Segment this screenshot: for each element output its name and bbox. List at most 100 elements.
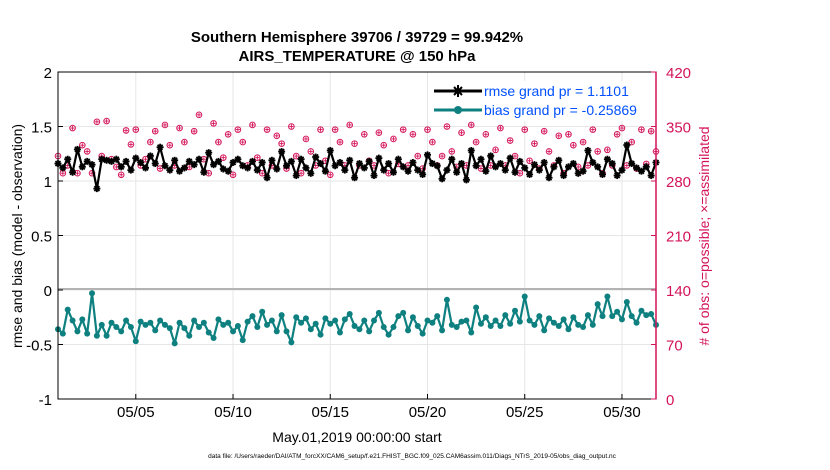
bias-point — [356, 326, 363, 333]
bias-point — [366, 328, 373, 335]
right-tick-label: 210 — [666, 229, 691, 246]
bias-point — [93, 332, 100, 339]
rmse-point — [637, 167, 645, 175]
obs-count-point — [526, 157, 533, 165]
obs-count-point — [360, 130, 368, 138]
obs-count-point — [307, 148, 315, 155]
bias-point — [59, 330, 66, 337]
rmse-point — [229, 158, 237, 166]
bias-point — [429, 319, 436, 326]
obs-count-point — [147, 138, 154, 146]
left-tick-label: 2 — [44, 65, 52, 82]
rmse-point — [224, 167, 232, 175]
bias-point — [161, 321, 168, 328]
obs-count-point — [570, 141, 577, 149]
rmse-point — [166, 166, 174, 174]
bias-point — [395, 313, 402, 320]
rmse-point — [448, 155, 456, 163]
x-tick-label: 05/10 — [214, 404, 252, 421]
bias-point — [273, 328, 280, 335]
rmse-point — [142, 164, 150, 172]
rmse-point — [642, 163, 650, 171]
bias-point — [550, 319, 557, 326]
bias-point — [103, 332, 110, 339]
bias-point — [565, 326, 572, 333]
rmse-point — [404, 167, 412, 175]
bias-point — [390, 324, 397, 331]
bias-point — [239, 337, 246, 344]
bias-point — [98, 321, 105, 328]
rmse-point — [127, 166, 135, 174]
bias-point — [448, 321, 455, 328]
rmse-point — [161, 162, 169, 170]
bias-point — [341, 316, 348, 323]
rmse-point — [283, 162, 291, 170]
obs-count-point — [594, 148, 601, 155]
left-tick-label: 1.5 — [31, 120, 52, 137]
bias-point — [458, 318, 465, 325]
obs-count-point — [438, 152, 446, 160]
bias-point — [623, 298, 630, 305]
rmse-point — [521, 164, 529, 172]
obs-count-point — [215, 138, 222, 146]
bias-point — [463, 317, 470, 324]
bias-point — [69, 317, 76, 324]
rmse-point — [589, 158, 597, 166]
bias-point — [580, 324, 587, 331]
bias-point — [312, 320, 319, 327]
obs-count-point — [331, 126, 339, 133]
bias-point — [317, 331, 324, 338]
bias-point — [234, 322, 241, 329]
obs-count-point — [414, 152, 422, 160]
rmse-point — [613, 172, 621, 180]
obs-count-point — [176, 124, 183, 132]
bias-point — [434, 313, 441, 320]
obs-count-point — [604, 146, 611, 154]
bias-point — [205, 329, 212, 336]
bias-point — [439, 327, 446, 334]
obs-count-point — [628, 138, 635, 146]
obs-count-point — [618, 124, 626, 132]
bias-point — [546, 315, 553, 322]
obs-count-point — [210, 120, 217, 127]
legend-bias-label: bias grand pr = -0.25869 — [484, 102, 637, 118]
rmse-point — [185, 157, 193, 165]
bias-point — [371, 317, 378, 324]
obs-count-point — [302, 135, 310, 143]
obs-count-point — [492, 146, 499, 154]
obs-count-point — [390, 135, 397, 143]
bias-point — [298, 319, 305, 326]
rmse-point — [545, 174, 553, 182]
rmse-point — [137, 158, 145, 166]
bias-point — [385, 331, 392, 338]
rmse-point — [555, 156, 563, 164]
bias-point — [264, 321, 271, 328]
obs-count-point — [278, 140, 285, 147]
obs-count-point — [79, 141, 86, 149]
right-tick-label: 350 — [666, 120, 691, 137]
rmse-point — [321, 167, 329, 175]
rmse-point — [190, 161, 198, 169]
bias-point — [89, 290, 96, 297]
bias-point — [614, 308, 621, 315]
rmse-point — [312, 153, 320, 161]
left-tick-label: -0.5 — [26, 338, 52, 355]
rmse-point — [516, 157, 524, 165]
rmse-point — [355, 160, 363, 168]
rmse-point — [287, 157, 295, 165]
bias-point — [477, 320, 484, 327]
obs-count-point — [346, 121, 354, 129]
right-axis-ticks: 0 70 140 210 280 350 420 — [651, 65, 691, 409]
rmse-point — [628, 160, 636, 168]
rmse-point — [273, 165, 281, 173]
obs-count-point — [448, 148, 456, 155]
x-tick-label: 05/05 — [117, 404, 155, 421]
obs-count-point — [531, 140, 538, 147]
rmse-point — [360, 164, 368, 172]
bias-series — [55, 290, 659, 347]
right-tick-label: 420 — [666, 65, 691, 82]
bias-point — [336, 329, 343, 336]
bias-point — [560, 316, 567, 323]
x-tick-label: 05/15 — [311, 404, 349, 421]
bias-point — [424, 317, 431, 324]
